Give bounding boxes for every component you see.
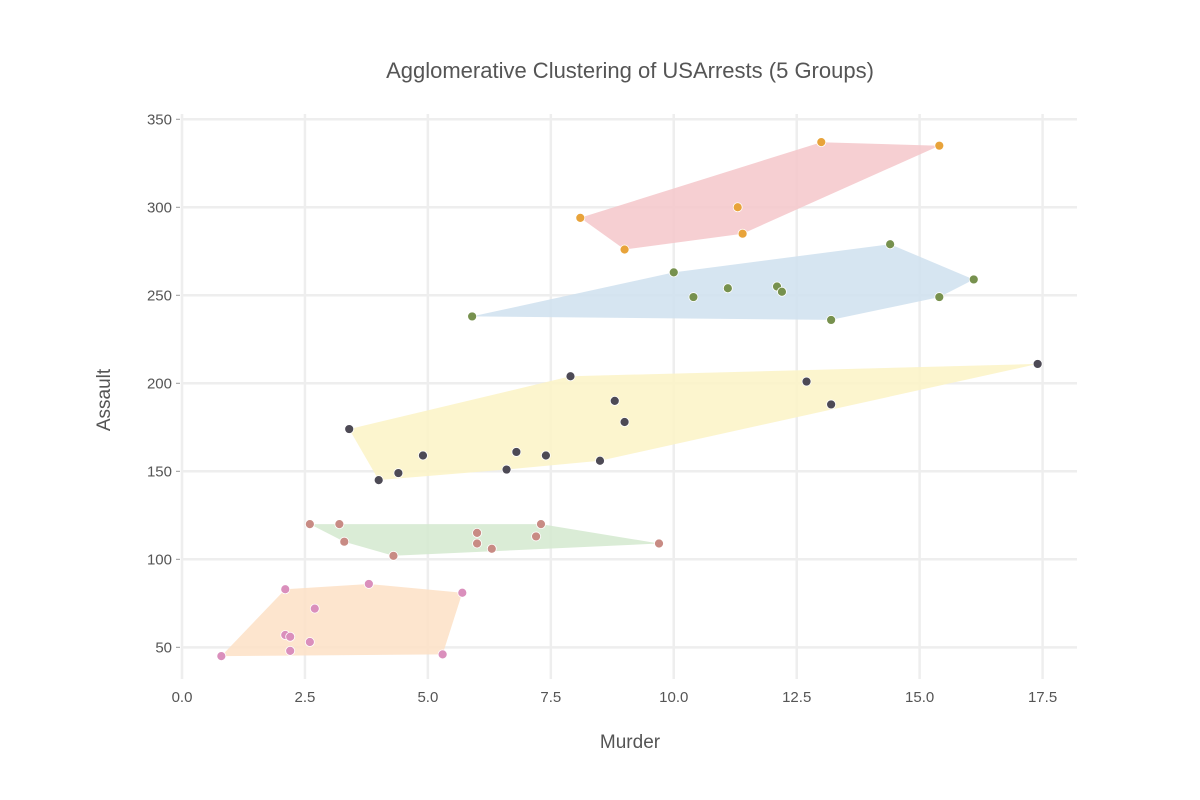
data-point [334,519,345,530]
y-tick-label: 100 [147,551,172,568]
data-point [619,244,630,255]
data-point [826,315,837,325]
data-point [595,455,605,466]
data-point [486,543,497,554]
cluster-hulls [221,142,1038,657]
data-point [304,637,315,647]
cluster-hull [580,142,940,250]
y-tick-label: 350 [147,111,172,128]
data-point [285,645,296,656]
data-point [501,464,512,475]
data-point [688,292,699,302]
data-point [541,450,551,461]
data-point [216,651,227,662]
x-tick-label: 15.0 [905,689,934,706]
data-point [826,399,837,410]
data-point [363,579,374,589]
data-point [285,631,296,642]
tick-labels: 0.0 2.5 5.0 7.5 10.0 12.5 15.0 17.5 50 100 150 200 2… [147,111,1057,706]
data-point [565,371,576,382]
data-point [339,536,350,547]
data-point [934,140,945,151]
data-point [722,283,733,294]
cluster-hull [309,524,659,556]
data-point [309,603,320,614]
y-tick-label: 200 [147,375,172,392]
data-point [344,424,355,434]
data-point [472,528,482,538]
data-point [934,292,945,302]
x-tick-label: 0.0 [172,689,193,706]
data-point [304,519,315,530]
data-point [373,475,384,486]
y-tick-label: 150 [147,463,172,480]
x-tick-label: 5.0 [417,689,438,706]
data-point [737,228,748,239]
data-point [777,286,787,297]
data-point [472,538,482,549]
data-point [575,212,586,223]
x-tick-label: 10.0 [659,689,688,706]
data-point [654,538,664,549]
cluster-hull [221,584,463,657]
cluster-hull [349,363,1038,481]
y-tick-label: 300 [147,199,172,216]
data-point [536,519,546,530]
y-tick-label: 250 [147,287,172,304]
chart-title: Agglomerative Clustering of USArrests (5… [386,58,874,83]
x-tick-label: 12.5 [782,689,811,706]
data-point [801,376,812,387]
data-point [418,450,428,461]
data-point [885,239,896,250]
data-point [732,202,743,213]
data-point [437,649,448,660]
data-points [216,137,1043,662]
x-tick-label: 7.5 [540,689,561,706]
data-point [393,468,404,478]
data-point [511,447,522,457]
data-point [531,531,541,542]
data-point [1032,359,1043,369]
y-tick-label: 50 [155,639,172,656]
y-axis-label: Assault [94,368,115,431]
x-axis-label: Murder [600,732,661,753]
data-point [609,396,620,406]
x-tick-label: 2.5 [295,689,316,706]
data-point [619,417,630,427]
data-point [816,137,827,148]
data-point [968,274,979,285]
data-point [457,587,468,598]
data-point [280,584,291,595]
data-point [467,311,478,322]
x-tick-label: 17.5 [1028,689,1057,706]
data-point [388,550,399,561]
data-point [668,267,679,278]
cluster-hull [472,244,974,320]
